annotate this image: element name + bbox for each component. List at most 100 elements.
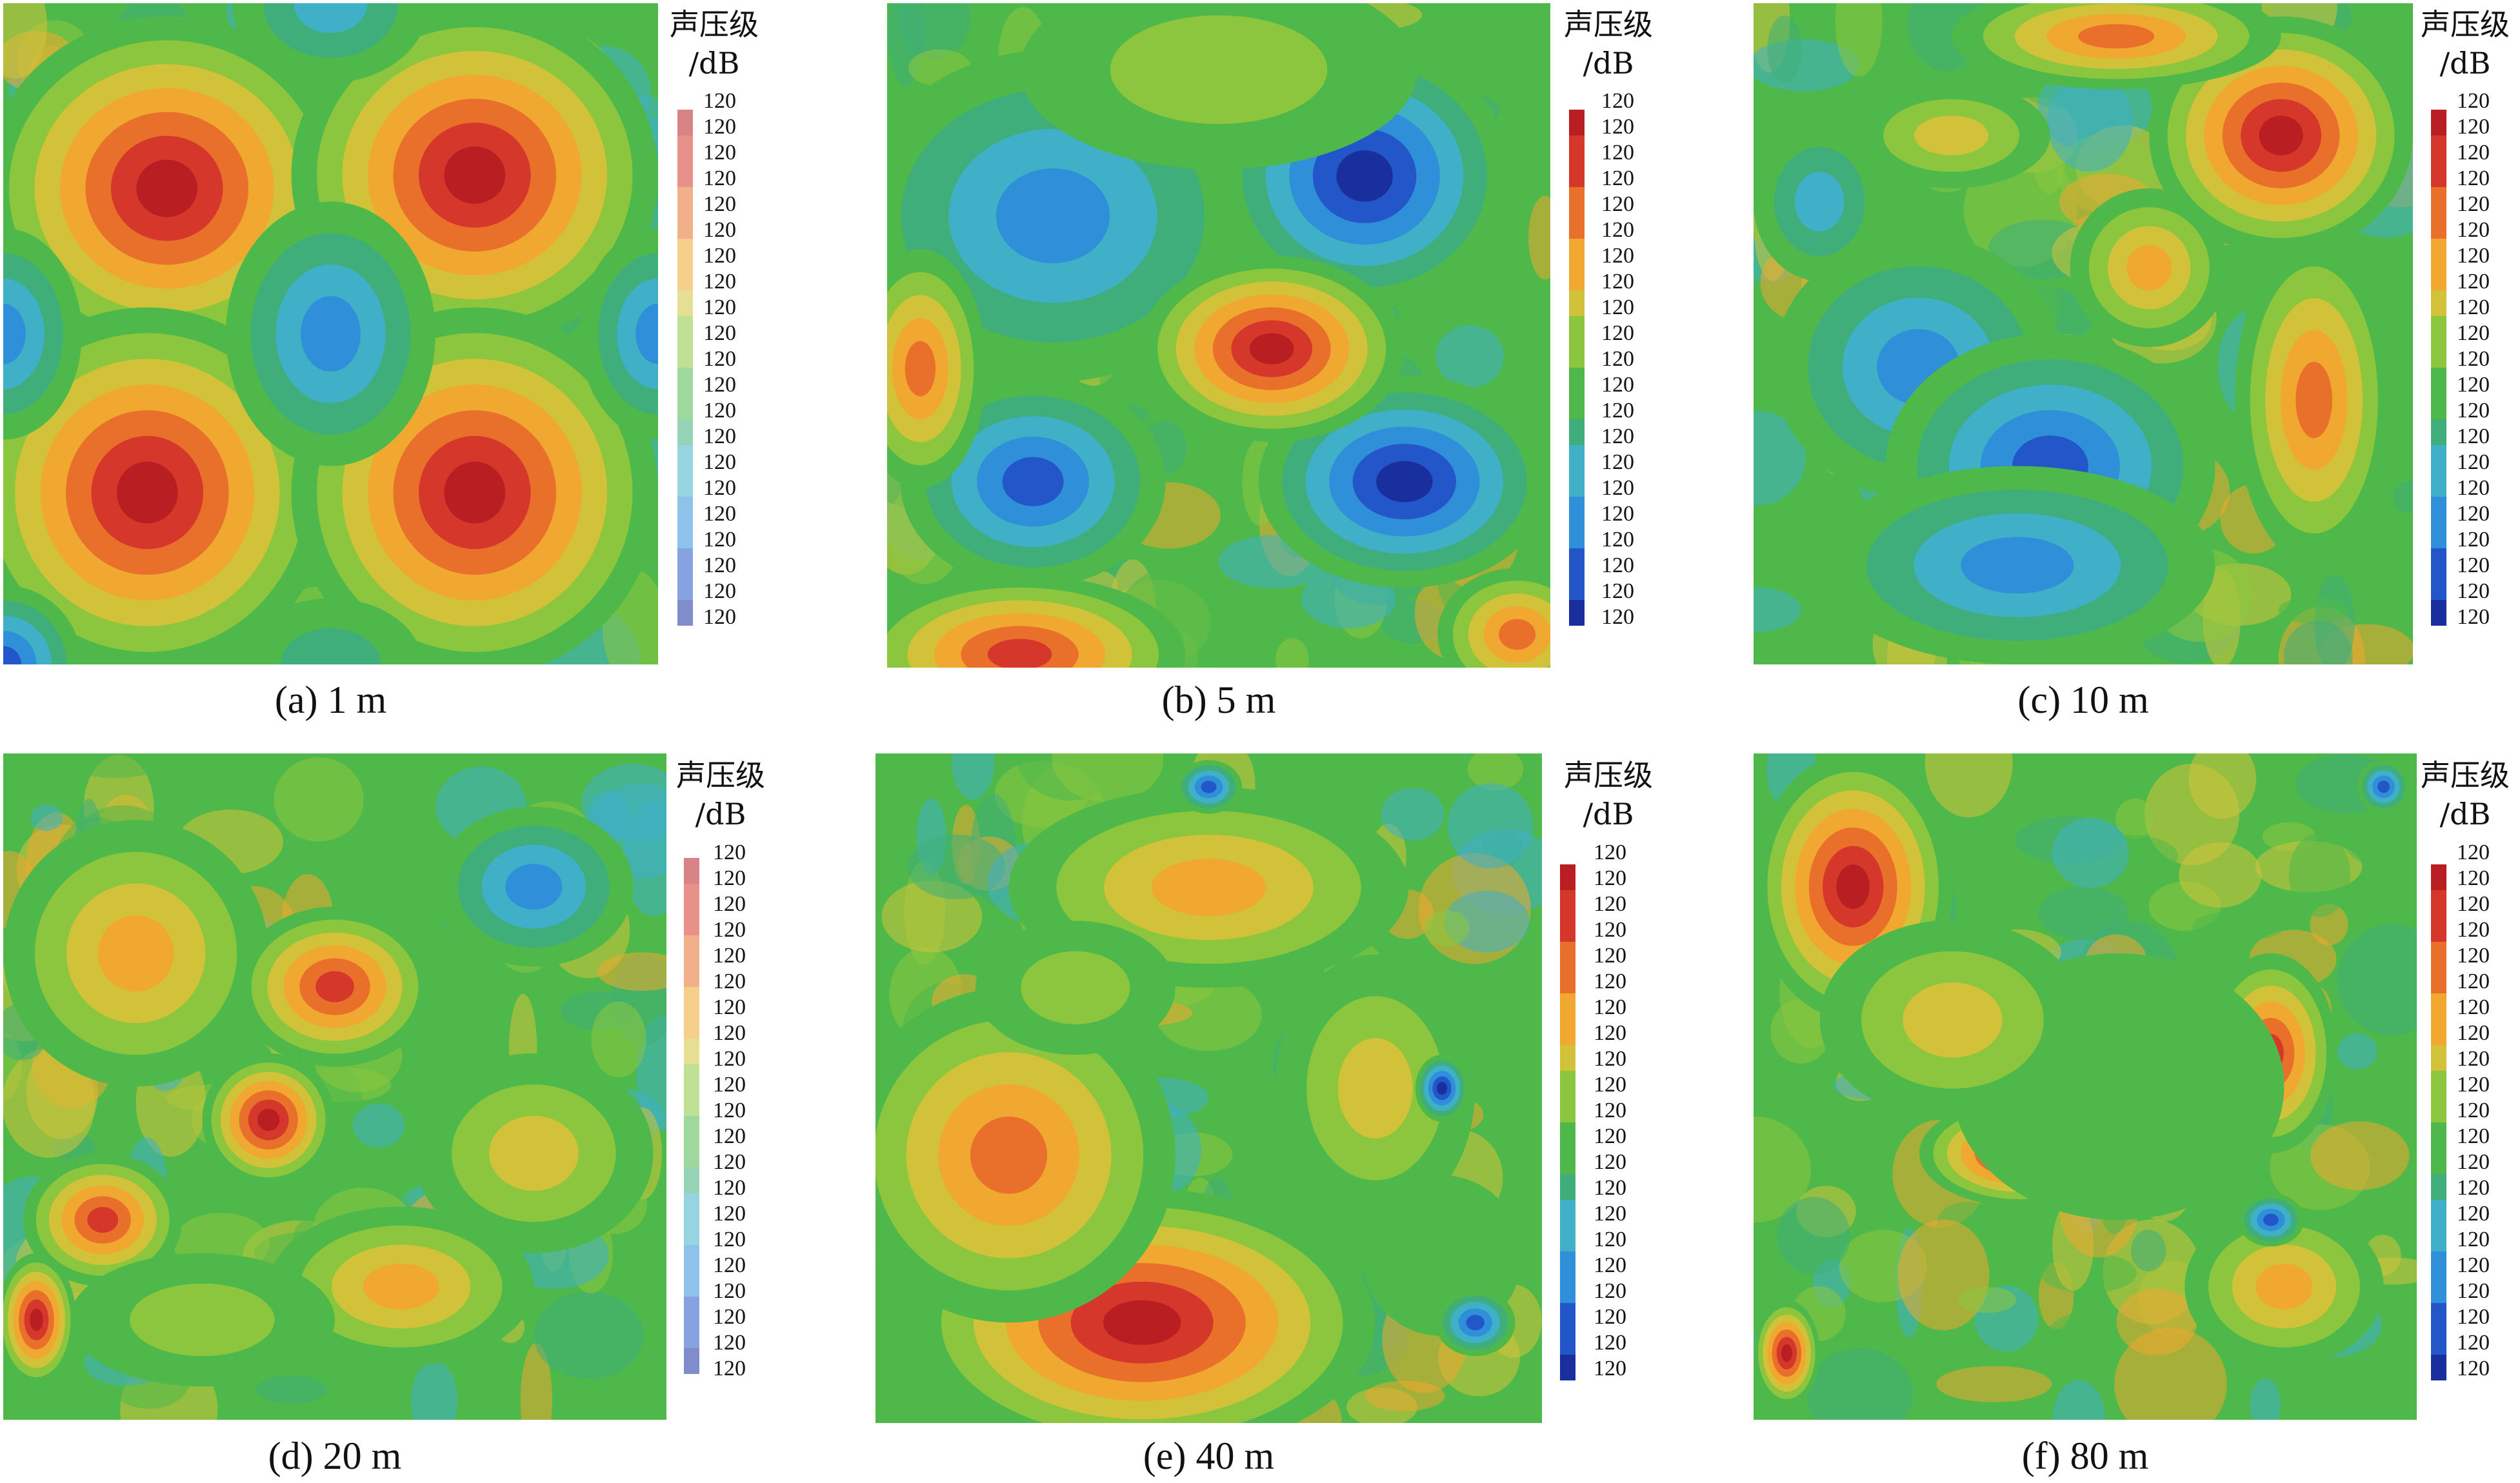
- heatmap-d: [3, 753, 666, 1420]
- colorbar-segment: [1569, 135, 1585, 161]
- contour-patch: [3, 1048, 95, 1158]
- colorbar-segment: [684, 1013, 699, 1039]
- contour-band: [1376, 461, 1433, 503]
- contour-band: [1914, 115, 1989, 155]
- colorbar-segment: [1569, 368, 1585, 393]
- colorbar-tick-label: 120: [2457, 944, 2490, 968]
- colorbar-tick-label: 120: [1594, 1228, 1626, 1251]
- contour-patch: [1424, 910, 1470, 946]
- colorbar-tick-label: 120: [713, 841, 746, 864]
- colorbar-tick-label: 120: [1594, 1021, 1626, 1045]
- colorbar-segment: [1569, 523, 1585, 548]
- contour-patch: [2179, 842, 2262, 908]
- colorbar-segment: [2431, 600, 2446, 626]
- colorbar-tick-label: 120: [703, 295, 736, 319]
- contour-band: [301, 295, 361, 372]
- colorbar-tick-label: 120: [1594, 1099, 1626, 1122]
- colorbar-segment: [677, 290, 693, 316]
- contour-band: [97, 915, 174, 991]
- colorbar-segment: [684, 858, 699, 884]
- contour-patch: [534, 1291, 644, 1379]
- colorbar-tick-label: 120: [2457, 89, 2490, 113]
- contour-patch: [2278, 597, 2349, 624]
- colorbar-tick-label: 120: [2457, 579, 2490, 603]
- colorbar-tick-label: 120: [703, 553, 736, 577]
- colorbar-tick-label: 120: [2457, 399, 2490, 423]
- contour-band: [1836, 864, 1870, 910]
- colorbar-tick-label: 120: [703, 399, 736, 423]
- contour-band: [2126, 244, 2172, 291]
- colorbar-segment: [1560, 968, 1575, 993]
- contour-band: [281, 628, 381, 664]
- contour-patch: [1935, 1366, 2052, 1402]
- colorbar-segment: [1569, 393, 1585, 419]
- contour-patch: [66, 753, 165, 779]
- contour-band: [1021, 951, 1130, 1024]
- caption-c: (c) 10 m: [2017, 679, 2149, 721]
- colorbar-tick-label: 120: [1601, 244, 1634, 268]
- colorbar-segment: [684, 1219, 699, 1245]
- colorbar-tick-label: 120: [2457, 1202, 2490, 1226]
- colorbar-segment: [2431, 290, 2446, 316]
- contour-patch: [1365, 1380, 1445, 1411]
- colorbar-segment: [1569, 342, 1585, 368]
- contour-patch: [256, 1375, 327, 1404]
- contour-band: [1794, 172, 1845, 232]
- colorbar-segment: [1560, 1071, 1575, 1097]
- colorbar-tick-label: 120: [713, 1228, 746, 1251]
- colorbar-tick-label: 120: [2457, 1305, 2490, 1329]
- colorbar-segment: [1560, 1019, 1575, 1045]
- colorbar-segment: [677, 548, 693, 574]
- contour-patch: [2038, 886, 2128, 941]
- colorbar-segment: [2431, 419, 2446, 445]
- contour-patch: [2052, 1380, 2106, 1420]
- colorbar-segment: [684, 1039, 699, 1064]
- heatmap-f: [1754, 753, 2417, 1420]
- contour-band: [444, 146, 506, 204]
- colorbar-segment: [1560, 864, 1575, 890]
- colorbar-segment: [1569, 471, 1585, 497]
- colorbar-segment: [2431, 1071, 2446, 1097]
- colorbar-segment: [2431, 368, 2446, 393]
- colorbar-segment: [1560, 993, 1575, 1019]
- colorbar-tick-label: 120: [2457, 1331, 2490, 1355]
- colorbar-tick-label: 120: [1601, 192, 1634, 216]
- colorbar-tick-label: 120: [2457, 373, 2490, 397]
- colorbar-tick-label: 120: [2457, 476, 2490, 500]
- colorbar-tick-label: 120: [1601, 141, 1634, 164]
- colorbar-segment: [1569, 316, 1585, 342]
- colorbar-segment: [677, 393, 693, 419]
- colorbar-tick-label: 120: [1601, 270, 1634, 294]
- contour-patch: [1528, 195, 1550, 280]
- colorbar-tick-label: 120: [2457, 192, 2490, 216]
- colorbar-tick-label: 120: [2457, 528, 2490, 552]
- colorbar-tick-label: 120: [703, 347, 736, 371]
- contour-band: [130, 1283, 275, 1357]
- contour-band: [3, 646, 22, 664]
- colorbar-tick-label: 120: [2457, 866, 2490, 890]
- colorbar-tick-label: 120: [703, 244, 736, 268]
- colorbar-tick-label: 120: [1594, 1279, 1626, 1303]
- colorbar-tick-label: 120: [2457, 244, 2490, 268]
- colorbar-tick-label: 120: [703, 605, 736, 629]
- contour-band: [1337, 1038, 1413, 1139]
- contour-patch: [1447, 782, 1534, 869]
- contour-patch: [2130, 1229, 2166, 1272]
- colorbar-title-a: 声压级 /dB: [670, 7, 759, 81]
- contour-band: [489, 1115, 579, 1191]
- colorbar-title-d: 声压级 /dB: [676, 758, 765, 831]
- contour-band: [2259, 115, 2303, 155]
- colorbar-segment: [684, 1142, 699, 1168]
- colorbar-segment: [1569, 548, 1585, 574]
- colorbar-segment: [684, 1271, 699, 1297]
- colorbar-tick-label: 120: [2457, 1253, 2490, 1277]
- contour-patch: [1052, 753, 1164, 802]
- colorbar-tick-label: 120: [1601, 373, 1634, 397]
- contour-patch: [2377, 1037, 2417, 1097]
- contour-band: [1249, 333, 1294, 364]
- colorbar-segment: [684, 1322, 699, 1348]
- colorbar-segment: [2431, 445, 2446, 471]
- contour-patch: [352, 1103, 405, 1148]
- contour-patch: [1770, 999, 1832, 1064]
- colorbar-tick-label: 120: [2457, 218, 2490, 242]
